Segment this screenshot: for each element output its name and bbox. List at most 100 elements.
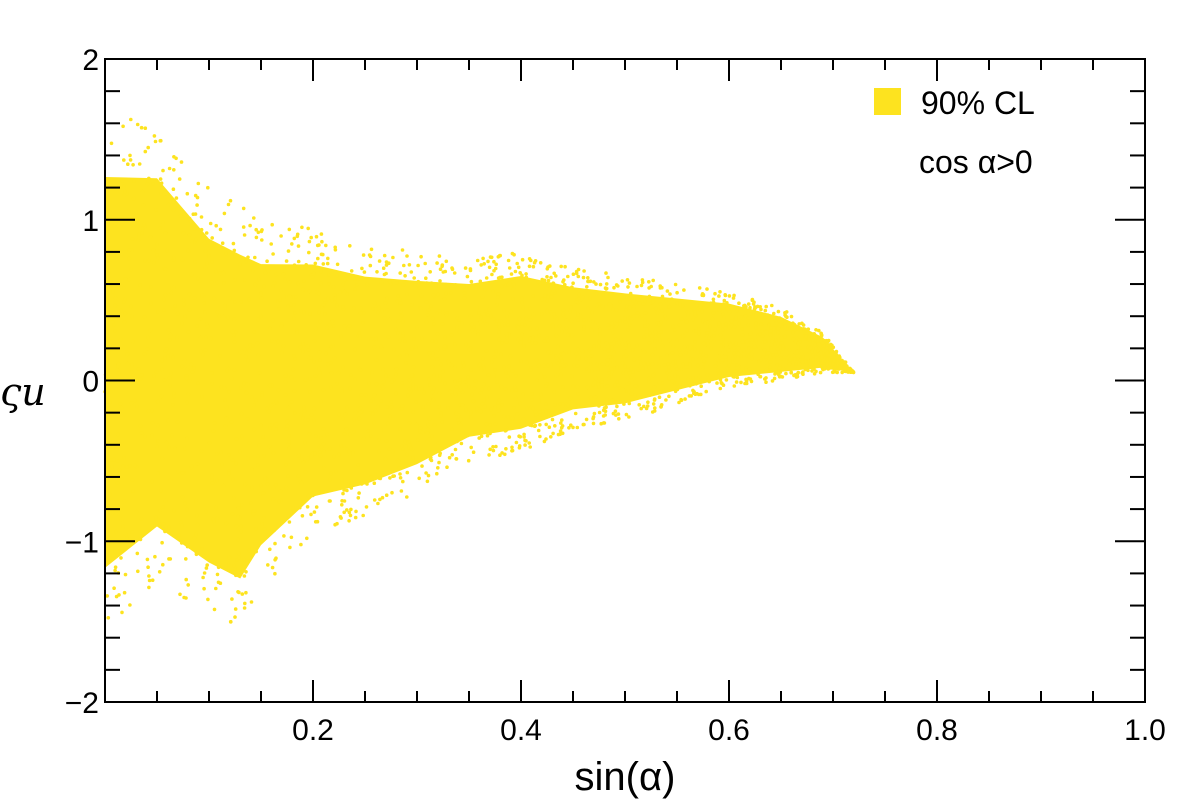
scatter-point [427, 397, 432, 402]
scatter-point [735, 309, 739, 313]
scatter-point [587, 317, 592, 322]
scatter-point [168, 332, 173, 337]
scatter-point [251, 268, 255, 273]
scatter-point [376, 305, 381, 310]
scatter-point [155, 399, 160, 404]
scatter-point [429, 455, 433, 460]
scatter-point [811, 353, 815, 358]
scatter-point [486, 313, 490, 317]
scatter-point [800, 321, 804, 326]
scatter-point [597, 385, 601, 389]
scatter-point [521, 392, 525, 397]
scatter-point [682, 288, 686, 292]
scatter-point [530, 398, 534, 402]
scatter-point [157, 570, 162, 574]
scatter-point [644, 406, 649, 411]
scatter-point [754, 338, 758, 343]
scatter-point [726, 348, 731, 353]
scatter-point [455, 325, 459, 330]
scatter-point [384, 263, 389, 267]
scatter-point [425, 431, 430, 436]
scatter-point [274, 422, 279, 427]
scatter-point [764, 367, 769, 372]
scatter-point [329, 471, 333, 476]
scatter-point [494, 444, 498, 449]
scatter-point [492, 268, 496, 273]
scatter-point [601, 408, 606, 413]
scatter-point [705, 287, 709, 291]
scatter-point [731, 296, 736, 300]
scatter-point [626, 368, 630, 372]
scatter-point [442, 344, 447, 349]
scatter-point [518, 340, 523, 345]
scatter-point [171, 208, 176, 212]
scatter-point [625, 278, 630, 282]
scatter-point [545, 275, 549, 279]
scatter-point [588, 347, 593, 351]
scatter-point [199, 215, 204, 219]
scatter-point [335, 521, 339, 526]
scatter-point [385, 308, 390, 313]
scatter-point [491, 317, 496, 321]
scatter-point [711, 311, 716, 315]
scatter-point [244, 570, 248, 574]
scatter-point [164, 440, 169, 445]
scatter-point [528, 326, 532, 331]
scatter-point [252, 330, 256, 334]
scatter-point [827, 353, 832, 357]
scatter-point [352, 347, 357, 352]
scatter-point [227, 563, 231, 567]
scatter-point [318, 319, 323, 324]
scatter-point [658, 284, 662, 288]
scatter-point [453, 283, 458, 287]
scatter-point [719, 381, 724, 385]
scatter-point [231, 477, 235, 482]
scatter-point [603, 286, 608, 290]
scatter-point [766, 326, 770, 331]
scatter-point [469, 445, 474, 450]
scatter-point [575, 347, 580, 352]
scatter-point [587, 368, 591, 373]
scatter-point [727, 294, 732, 298]
scatter-point [611, 330, 616, 335]
scatter-point [496, 295, 500, 299]
scatter-point [119, 405, 124, 410]
scatter-point [300, 514, 305, 518]
scatter-point [553, 424, 557, 428]
scatter-point [685, 328, 689, 333]
scatter-point [195, 522, 200, 527]
scatter-point [133, 463, 137, 468]
scatter-point [783, 334, 787, 339]
scatter-point [846, 366, 850, 370]
scatter-points [103, 117, 856, 624]
scatter-point [482, 382, 487, 387]
scatter-point [242, 381, 246, 386]
scatter-point [470, 328, 475, 333]
scatter-point [132, 179, 136, 183]
scatter-point [119, 476, 124, 481]
scatter-point [430, 316, 435, 321]
scatter-point [394, 372, 398, 377]
scatter-point [265, 259, 269, 264]
scatter-point [693, 310, 697, 314]
scatter-point [129, 267, 133, 272]
scatter-point [273, 558, 277, 562]
scatter-point [688, 362, 692, 367]
scatter-point [673, 373, 677, 378]
scatter-point [292, 264, 297, 269]
scatter-point [379, 344, 383, 349]
scatter-point [479, 387, 484, 392]
scatter-point [515, 261, 519, 266]
scatter-point [756, 372, 760, 377]
scatter-point [200, 547, 204, 551]
scatter-point [193, 212, 198, 216]
scatter-point [576, 392, 581, 396]
scatter-point [205, 563, 209, 567]
scatter-point [445, 465, 449, 470]
scatter-point [610, 345, 614, 350]
x-tick-label: 1.0 [1124, 714, 1166, 747]
scatter-point [349, 486, 354, 490]
scatter-point [183, 314, 188, 319]
scatter-point [171, 187, 176, 191]
scatter-point [492, 373, 497, 378]
